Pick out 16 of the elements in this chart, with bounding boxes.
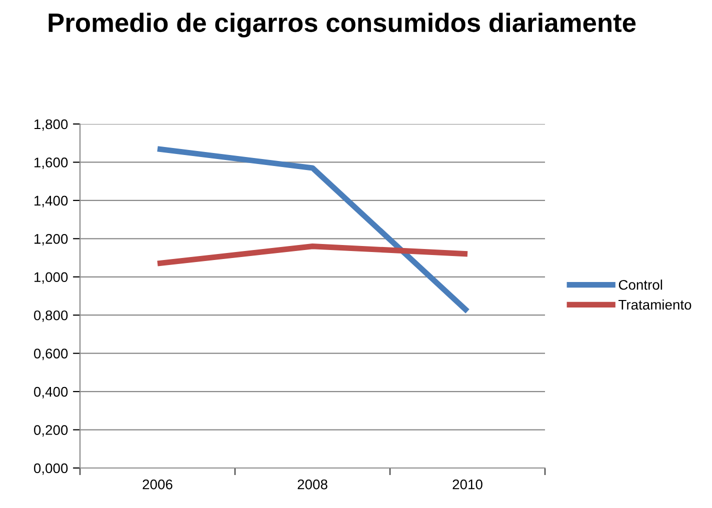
x-tick-label: 2010 [452,479,482,490]
x-tick-label: 2008 [298,479,328,490]
legend-label: Tratamiento [618,299,692,310]
legend-label: Control [618,280,662,290]
y-tick-label: 1,600 [34,158,68,170]
y-tick-label: 1,000 [34,272,68,284]
x-tick-label: 2006 [142,479,172,490]
y-tick-label: 0,400 [34,386,68,398]
y-tick-label: 1,400 [34,196,68,208]
y-tick-label: 0,000 [34,463,68,475]
y-tick-label: 0,800 [34,310,68,322]
y-tick-label: 1,200 [34,234,68,246]
y-tick-label: 0,600 [34,348,68,360]
y-tick-label: 0,200 [34,425,68,437]
chart-title: Promedio de cigarros consumidos diariamente [48,12,636,38]
y-tick-label: 1,800 [34,119,68,131]
